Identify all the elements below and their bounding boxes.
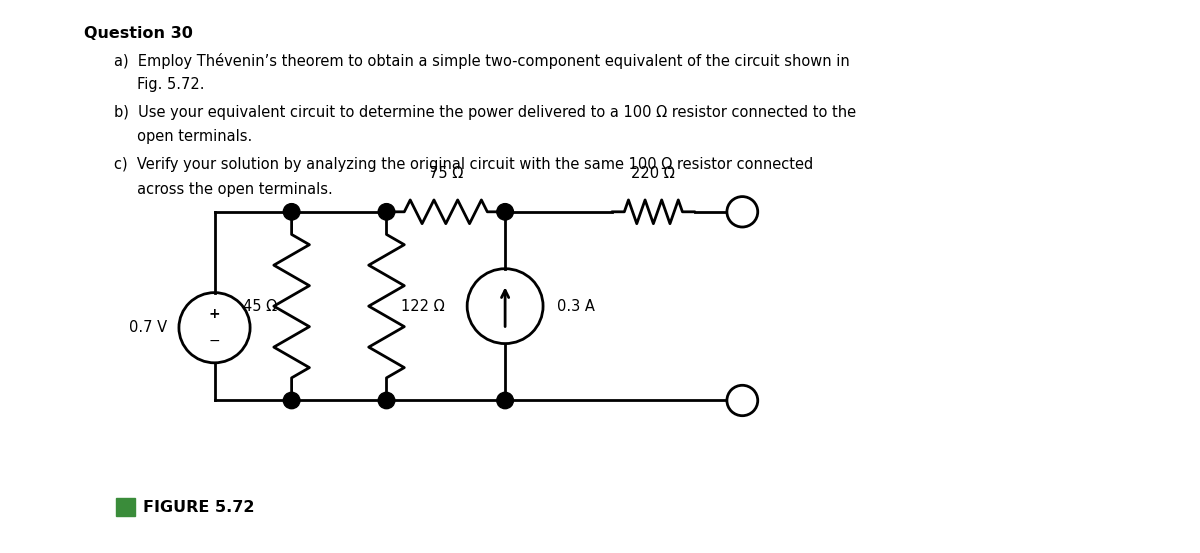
- Text: +: +: [209, 307, 221, 321]
- Text: 0.7 V: 0.7 V: [128, 320, 167, 335]
- Text: c)  Verify your solution by analyzing the original circuit with the same 100 Ω r: c) Verify your solution by analyzing the…: [114, 158, 812, 173]
- Text: FIGURE 5.72: FIGURE 5.72: [143, 499, 254, 514]
- Text: 122 Ω: 122 Ω: [401, 299, 444, 314]
- Ellipse shape: [283, 392, 300, 409]
- Text: −: −: [209, 334, 221, 348]
- Text: 220 Ω: 220 Ω: [631, 165, 676, 180]
- Text: 45 Ω: 45 Ω: [244, 299, 277, 314]
- Text: 0.3 A: 0.3 A: [557, 299, 595, 314]
- Text: a)  Employ Thévenin’s theorem to obtain a simple two-component equivalent of the: a) Employ Thévenin’s theorem to obtain a…: [114, 53, 850, 69]
- Ellipse shape: [727, 385, 757, 416]
- Text: open terminals.: open terminals.: [114, 129, 252, 144]
- Bar: [116, 498, 136, 517]
- Ellipse shape: [378, 204, 395, 220]
- Ellipse shape: [378, 392, 395, 409]
- Text: Fig. 5.72.: Fig. 5.72.: [114, 77, 204, 92]
- Text: across the open terminals.: across the open terminals.: [114, 181, 332, 197]
- Text: 75 Ω: 75 Ω: [428, 165, 463, 180]
- Ellipse shape: [283, 204, 300, 220]
- Text: Question 30: Question 30: [84, 26, 193, 41]
- Text: b)  Use your equivalent circuit to determine the power delivered to a 100 Ω resi: b) Use your equivalent circuit to determ…: [114, 105, 856, 120]
- Ellipse shape: [727, 197, 757, 227]
- Ellipse shape: [497, 204, 514, 220]
- Ellipse shape: [497, 392, 514, 409]
